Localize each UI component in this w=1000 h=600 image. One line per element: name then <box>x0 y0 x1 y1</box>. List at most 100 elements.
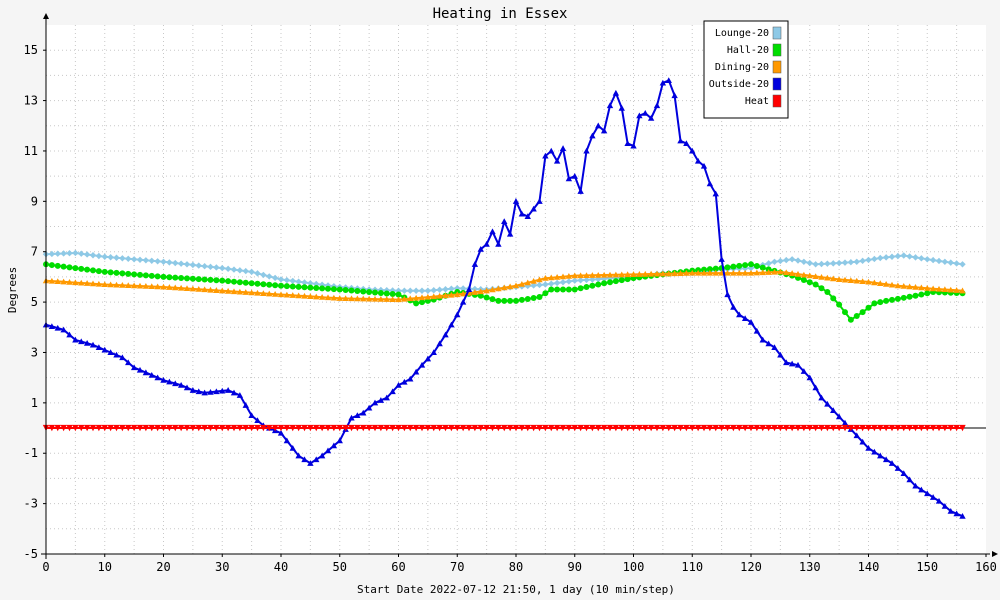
data-point-heat <box>606 424 614 432</box>
data-point-dining-20 <box>295 292 302 299</box>
data-point-hall-20 <box>612 278 619 285</box>
data-point-hall-20 <box>753 262 760 269</box>
data-point-hall-20 <box>66 264 73 271</box>
data-point-outside-20 <box>424 355 432 362</box>
data-point-heat <box>465 424 473 432</box>
data-point-hall-20 <box>618 277 625 284</box>
axes: 0 10 20 30 40 50 60 70 80 90 100 110 120 130 140 150 160… <box>24 13 998 574</box>
data-point-outside-20 <box>694 157 702 164</box>
data-point-lounge-20 <box>83 251 91 258</box>
data-point-heat <box>412 424 420 432</box>
data-point-dining-20 <box>524 279 531 286</box>
data-point-outside-20 <box>918 486 925 493</box>
data-point-hall-20 <box>101 268 108 275</box>
data-point-outside-20 <box>577 188 584 194</box>
data-point-lounge-20 <box>577 277 584 284</box>
data-point-lounge-20 <box>54 250 61 257</box>
data-point-hall-20 <box>583 283 590 290</box>
data-point-hall-20 <box>389 291 396 298</box>
data-point-outside-20 <box>60 326 67 333</box>
data-point-outside-20 <box>953 510 960 517</box>
data-point-hall-20 <box>477 292 484 299</box>
data-point-heat <box>277 424 285 432</box>
data-point-dining-20 <box>207 286 214 293</box>
data-point-outside-20 <box>818 394 825 401</box>
data-point-outside-20 <box>542 152 549 159</box>
data-point-heat <box>853 424 860 432</box>
data-point-hall-20 <box>289 283 296 290</box>
data-point-hall-20 <box>560 286 566 293</box>
data-point-lounge-20 <box>959 261 966 268</box>
data-point-hall-20 <box>730 263 737 270</box>
data-point-hall-20 <box>225 278 232 285</box>
data-point-hall-20 <box>354 288 361 295</box>
data-point-hall-20 <box>842 309 848 316</box>
data-point-outside-20 <box>336 437 343 444</box>
data-point-outside-20 <box>783 359 790 366</box>
y-tick-label: 13 <box>24 94 38 108</box>
data-point-heat <box>548 424 555 432</box>
data-point-outside-20 <box>207 388 214 395</box>
data-point-outside-20 <box>495 240 502 247</box>
data-point-outside-20 <box>348 414 355 421</box>
data-point-outside-20 <box>700 162 708 169</box>
data-point-hall-20 <box>360 288 367 295</box>
data-point-hall-20 <box>759 264 766 271</box>
data-point-lounge-20 <box>830 260 837 267</box>
data-point-heat <box>125 424 132 432</box>
data-point-hall-20 <box>736 262 743 269</box>
data-point-hall-20 <box>342 287 349 294</box>
data-point-dining-20 <box>177 284 185 291</box>
data-point-hall-20 <box>413 300 420 307</box>
data-point-hall-20 <box>84 266 91 273</box>
data-point-heat <box>947 424 954 432</box>
data-point-dining-20 <box>324 294 332 301</box>
y-axis-label: Degrees <box>6 267 19 313</box>
data-point-outside-20 <box>559 145 567 151</box>
data-point-hall-20 <box>836 301 843 308</box>
data-point-outside-20 <box>718 256 725 262</box>
y-tick-label: 11 <box>24 144 38 158</box>
data-point-dining-20 <box>501 284 508 291</box>
legend-label: Hall-20 <box>727 45 769 56</box>
data-point-heat <box>78 424 85 432</box>
data-point-heat <box>824 424 831 432</box>
data-point-lounge-20 <box>865 256 872 264</box>
data-point-dining-20 <box>853 277 860 284</box>
data-point-outside-20 <box>812 384 819 391</box>
data-point-lounge-20 <box>130 256 138 263</box>
data-point-heat <box>142 424 150 432</box>
legend-label: Outside-20 <box>709 79 769 90</box>
data-point-dining-20 <box>618 271 625 278</box>
data-point-heat <box>642 424 649 432</box>
data-point-lounge-20 <box>824 260 831 267</box>
data-point-dining-20 <box>600 271 608 278</box>
data-point-outside-20 <box>830 407 837 413</box>
data-point-heat <box>236 424 244 432</box>
data-point-hall-20 <box>278 282 284 289</box>
data-point-heat <box>665 424 672 432</box>
data-point-dining-20 <box>119 282 126 288</box>
data-point-heat <box>189 424 197 432</box>
data-point-outside-20 <box>865 445 872 451</box>
data-point-dining-20 <box>724 269 731 276</box>
y-tick-label: 1 <box>31 396 38 410</box>
data-point-hall-20 <box>865 304 872 311</box>
data-point-outside-20 <box>924 490 931 497</box>
data-point-lounge-20 <box>183 261 191 268</box>
data-point-lounge-20 <box>224 265 232 273</box>
data-point-hall-20 <box>377 290 384 297</box>
x-tick-label: 130 <box>799 560 821 574</box>
x-tick-label: 0 <box>42 560 49 574</box>
data-point-hall-20 <box>330 286 337 293</box>
data-point-hall-20 <box>372 289 378 296</box>
data-point-outside-20 <box>777 351 784 358</box>
data-point-heat <box>647 424 655 432</box>
data-point-hall-20 <box>113 269 120 276</box>
data-point-heat <box>113 424 120 432</box>
data-point-lounge-20 <box>107 254 114 261</box>
data-point-hall-20 <box>348 287 355 294</box>
data-point-dining-20 <box>753 269 761 276</box>
data-point-dining-20 <box>595 271 602 278</box>
